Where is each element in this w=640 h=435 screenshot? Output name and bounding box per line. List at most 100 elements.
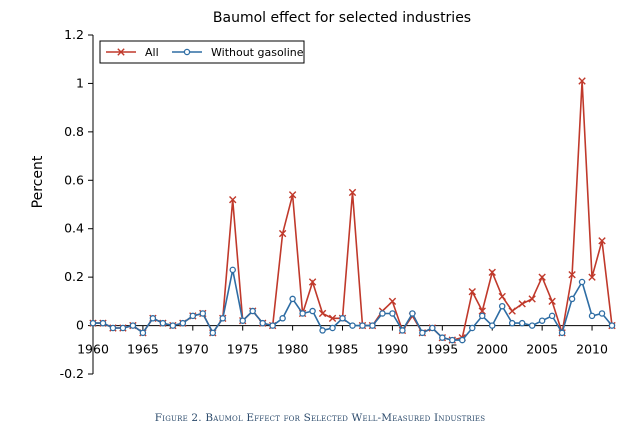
y-tick-label: 1.2 — [64, 27, 84, 42]
baumol-chart: Baumol effect for selected industries Pe… — [30, 10, 616, 381]
data-point — [528, 295, 536, 303]
data-point — [488, 322, 496, 329]
series-all — [89, 77, 616, 344]
x-tick-label: 2000 — [476, 342, 508, 357]
data-point — [288, 191, 297, 199]
data-point — [259, 319, 266, 327]
data-point — [239, 317, 246, 324]
data-point — [189, 312, 197, 320]
data-point — [518, 300, 526, 308]
data-point — [459, 336, 466, 344]
y-axis-label: Percent — [30, 155, 46, 208]
data-point — [89, 319, 97, 327]
legend-label: All — [145, 46, 159, 59]
data-point — [429, 324, 436, 332]
data-point — [528, 322, 536, 329]
data-point — [159, 319, 167, 327]
data-point — [588, 312, 596, 320]
x-tick-label: 1975 — [227, 342, 259, 357]
y-tick-label: 1 — [76, 75, 84, 90]
axes: -0.2 0 0.2 0.4 0.6 0.8 1 1.2 1960 1965 1970 1975 198… — [60, 27, 612, 381]
data-point — [328, 314, 337, 323]
data-point — [608, 322, 616, 329]
legend-marker — [183, 48, 191, 56]
data-point — [129, 322, 137, 329]
data-point — [419, 329, 426, 337]
legend: All Without gasoline — [99, 40, 305, 64]
data-point — [538, 273, 546, 281]
data-point — [179, 319, 187, 327]
data-point — [139, 329, 147, 337]
data-point — [379, 310, 386, 317]
data-point — [578, 278, 586, 286]
legend-marker — [117, 48, 125, 56]
x-tick-label: 2010 — [576, 342, 608, 357]
data-point — [578, 77, 586, 85]
data-point — [439, 334, 446, 341]
y-tick-label: 0.6 — [64, 172, 84, 187]
data-point — [369, 322, 376, 329]
data-point — [538, 317, 546, 324]
y-tick-label: 0.2 — [64, 269, 84, 284]
y-tick-label: 0.8 — [64, 124, 84, 139]
data-point — [399, 327, 406, 334]
data-point — [279, 315, 286, 322]
data-point — [388, 297, 397, 306]
data-point — [308, 278, 317, 286]
data-point — [269, 322, 276, 329]
x-tick-label: 1960 — [77, 342, 109, 357]
data-point — [478, 307, 486, 315]
legend-label: Without gasoline — [211, 46, 304, 59]
data-point — [229, 266, 236, 274]
series-line — [93, 269, 613, 341]
data-point — [318, 309, 327, 318]
data-point — [568, 295, 576, 303]
data-point — [119, 324, 127, 332]
data-point — [319, 327, 326, 334]
data-point — [359, 322, 366, 329]
data-point — [199, 310, 207, 317]
data-point — [299, 310, 306, 317]
data-point — [598, 310, 606, 317]
data-point — [478, 312, 486, 320]
y-tick-label: 0 — [76, 318, 84, 333]
data-point — [169, 322, 177, 329]
data-point — [469, 324, 476, 332]
data-point — [149, 315, 157, 322]
data-point — [249, 307, 256, 315]
data-point — [468, 287, 476, 296]
data-point — [309, 307, 316, 315]
data-point — [329, 324, 336, 332]
x-tick-label: 1970 — [177, 342, 209, 357]
legend-entry: Without gasoline — [172, 46, 304, 59]
data-point — [348, 188, 357, 197]
data-point — [488, 268, 496, 276]
data-point — [219, 315, 226, 322]
data-point — [498, 292, 506, 301]
data-point — [409, 310, 416, 317]
data-point — [548, 312, 556, 320]
data-point — [508, 307, 516, 315]
data-point — [229, 195, 237, 204]
x-tick-label: 1980 — [277, 342, 309, 357]
y-tick-label: -0.2 — [60, 366, 84, 381]
figure-caption: Figure 2. Baumol Effect for Selected Wel… — [154, 412, 486, 424]
x-tick-label: 2005 — [526, 342, 558, 357]
data-point — [548, 297, 556, 306]
data-point — [508, 319, 516, 327]
data-point — [349, 322, 356, 329]
data-point — [568, 271, 576, 279]
data-point — [498, 302, 506, 310]
data-point — [588, 273, 596, 281]
data-point — [209, 329, 217, 337]
y-tick-label: 0.4 — [64, 221, 84, 236]
data-point — [339, 315, 346, 322]
data-point — [449, 336, 456, 344]
data-point — [558, 329, 566, 337]
legend-entry: All — [106, 46, 159, 59]
x-tick-label: 1990 — [377, 342, 409, 357]
data-point — [518, 319, 526, 327]
x-tick-label: 1985 — [327, 342, 359, 357]
chart-title: Baumol effect for selected industries — [213, 10, 471, 26]
data-point — [598, 237, 606, 245]
